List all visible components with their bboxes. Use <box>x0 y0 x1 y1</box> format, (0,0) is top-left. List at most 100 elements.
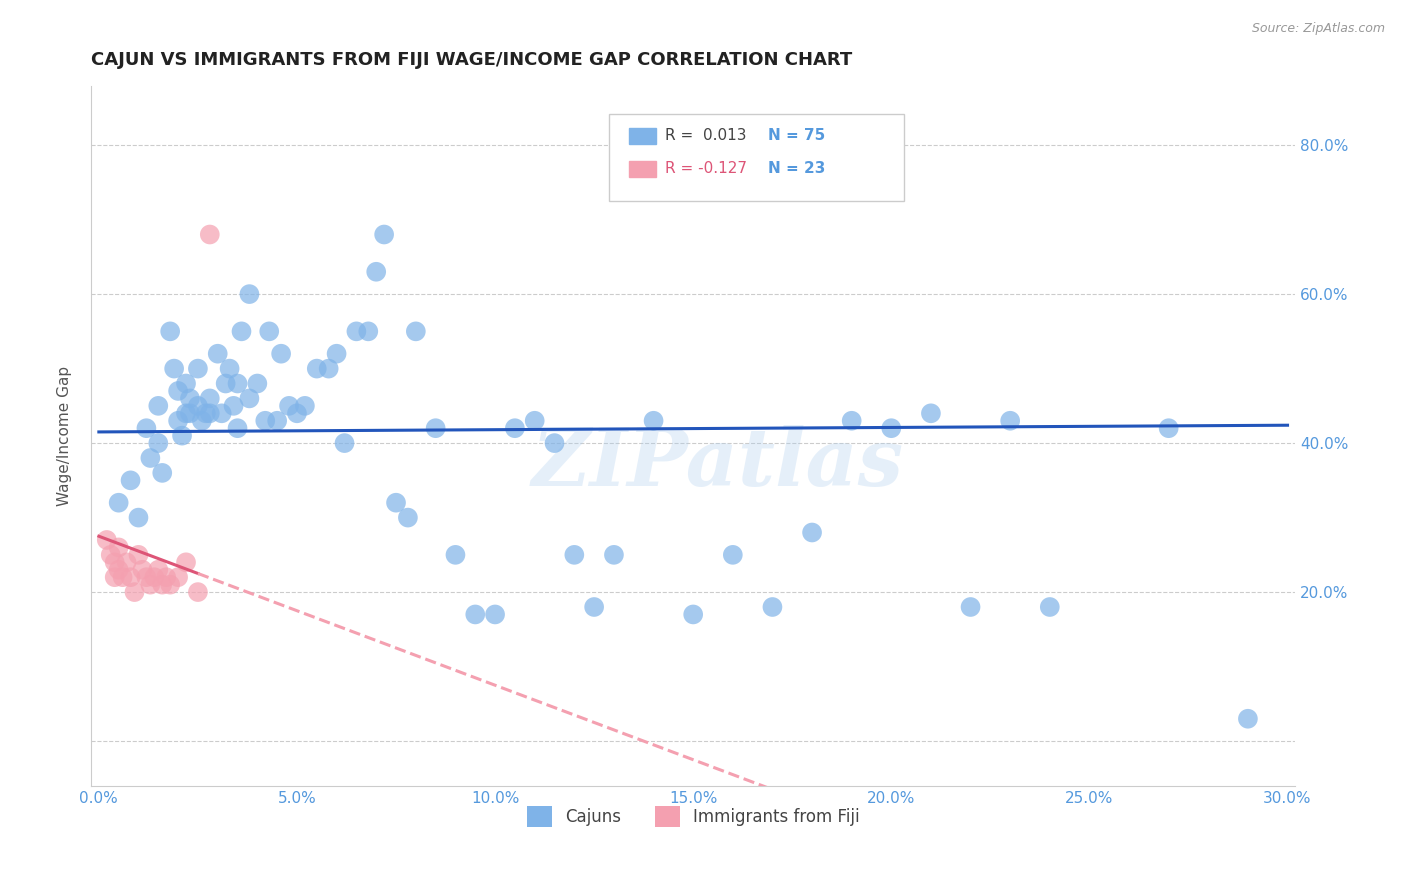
Point <box>503 421 526 435</box>
Point <box>167 570 190 584</box>
Point <box>880 421 903 435</box>
Point <box>998 414 1021 428</box>
Point <box>174 376 197 391</box>
Point <box>179 392 201 406</box>
Point <box>246 376 269 391</box>
Point <box>920 406 942 420</box>
Point <box>643 414 665 428</box>
Point <box>135 570 157 584</box>
Point <box>198 392 221 406</box>
Point <box>159 577 181 591</box>
Point <box>231 324 253 338</box>
Point <box>405 324 427 338</box>
Point <box>484 607 506 622</box>
Point <box>543 436 565 450</box>
Point <box>139 577 162 591</box>
Point <box>222 399 245 413</box>
Point <box>198 227 221 242</box>
Point <box>139 450 162 465</box>
Point <box>357 324 380 338</box>
Point <box>167 414 190 428</box>
Point <box>562 548 585 562</box>
Point <box>107 496 129 510</box>
Point <box>187 585 209 599</box>
Point <box>583 599 606 614</box>
Point <box>111 570 134 584</box>
Point <box>104 555 127 569</box>
Point <box>155 570 177 584</box>
Point <box>318 361 340 376</box>
Point <box>170 428 193 442</box>
Point <box>107 563 129 577</box>
Point <box>115 555 138 569</box>
Point <box>148 436 170 450</box>
Point <box>174 555 197 569</box>
Point <box>100 548 122 562</box>
Point <box>254 414 277 428</box>
Point <box>124 585 146 599</box>
Legend: Cajuns, Immigrants from Fiji: Cajuns, Immigrants from Fiji <box>520 800 866 833</box>
Point <box>127 548 149 562</box>
Point <box>127 510 149 524</box>
Point <box>143 570 166 584</box>
Point <box>120 474 142 488</box>
Point <box>194 406 217 420</box>
Point <box>761 599 783 614</box>
Point <box>148 399 170 413</box>
Point <box>211 406 233 420</box>
Point <box>238 392 260 406</box>
Text: R = -0.127: R = -0.127 <box>665 161 748 177</box>
Point <box>270 347 292 361</box>
Point <box>150 466 173 480</box>
Point <box>385 496 408 510</box>
Point <box>278 399 301 413</box>
Point <box>226 421 249 435</box>
Point <box>131 563 153 577</box>
Point <box>159 324 181 338</box>
Point <box>603 548 626 562</box>
Point <box>682 607 704 622</box>
Point <box>198 406 221 420</box>
Point <box>179 406 201 420</box>
Point <box>1157 421 1180 435</box>
Bar <box>630 161 655 177</box>
Point <box>721 548 744 562</box>
Point <box>305 361 328 376</box>
Point <box>1237 712 1260 726</box>
Text: N = 23: N = 23 <box>768 161 825 177</box>
Point <box>150 577 173 591</box>
Point <box>266 414 288 428</box>
Point <box>135 421 157 435</box>
Point <box>523 414 546 428</box>
Text: CAJUN VS IMMIGRANTS FROM FIJI WAGE/INCOME GAP CORRELATION CHART: CAJUN VS IMMIGRANTS FROM FIJI WAGE/INCOM… <box>91 51 852 69</box>
Point <box>163 361 186 376</box>
Point <box>174 406 197 420</box>
Point <box>104 570 127 584</box>
Point <box>841 414 863 428</box>
Point <box>148 563 170 577</box>
Point <box>218 361 240 376</box>
Point <box>191 414 214 428</box>
FancyBboxPatch shape <box>609 113 904 201</box>
Point <box>214 376 236 391</box>
Point <box>464 607 486 622</box>
Point <box>167 384 190 398</box>
Point <box>801 525 824 540</box>
Point <box>325 347 347 361</box>
Point <box>226 376 249 391</box>
Point <box>238 287 260 301</box>
Point <box>396 510 419 524</box>
Point <box>187 399 209 413</box>
Text: ZIPatlas: ZIPatlas <box>531 425 903 502</box>
Point <box>444 548 467 562</box>
Text: R =  0.013: R = 0.013 <box>665 128 747 144</box>
Point <box>257 324 280 338</box>
Point <box>1039 599 1062 614</box>
Point <box>107 541 129 555</box>
Point <box>959 599 981 614</box>
Text: Source: ZipAtlas.com: Source: ZipAtlas.com <box>1251 22 1385 36</box>
Point <box>373 227 395 242</box>
Bar <box>630 128 655 144</box>
Point <box>285 406 308 420</box>
Point <box>425 421 447 435</box>
